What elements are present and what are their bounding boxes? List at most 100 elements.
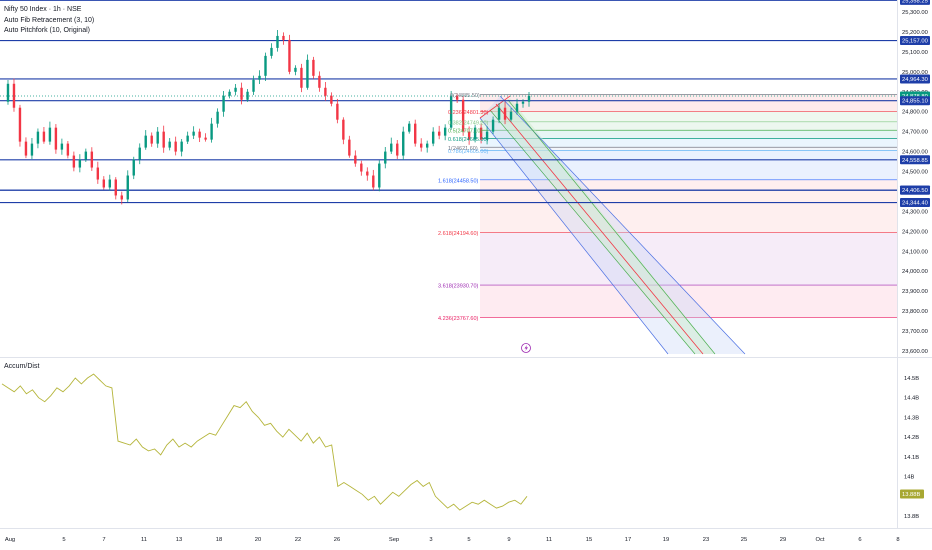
candle-body (336, 103, 339, 120)
candle-body (264, 55, 267, 76)
price-badge (900, 96, 930, 106)
candle-body (455, 95, 459, 100)
indicator-pitchfork-label[interactable]: Auto Pitchfork (10, Original) (4, 27, 90, 34)
candle-body (449, 95, 453, 128)
price-tick: 24,700.00 (902, 130, 928, 136)
candle-body (144, 135, 147, 148)
candle-body (354, 155, 357, 164)
candle-body (396, 143, 399, 156)
time-label: 5 (62, 537, 65, 543)
fib-band (480, 111, 897, 122)
candle-body (162, 131, 165, 148)
candle-body (6, 83, 10, 102)
time-label: 13 (176, 537, 182, 543)
candle-body (126, 175, 129, 200)
fib-label: 2.618(24194.60) (438, 231, 479, 237)
lower-axis[interactable]: 14.5B 14.4B 14.3B 14.2B 14.1B 14B 13.8B 13.88B (900, 376, 924, 520)
candle-body (288, 39, 291, 72)
candle-body (228, 91, 231, 96)
fib-label: 4.236(23767.60) (438, 316, 479, 322)
candle-body (168, 141, 171, 148)
time-label: 25 (741, 537, 747, 543)
candle-body (42, 131, 46, 142)
candle-body (270, 47, 273, 56)
time-label: 11 (141, 537, 147, 543)
price-badge (900, 198, 930, 208)
pitchfork-line (499, 95, 746, 355)
fib-label: 1.618(24458.50) (438, 178, 479, 184)
time-axis[interactable]: Aug 5 7 11 13 18 20 22 26 Sep 3 5 9 11 15 17 19 23 25 29 Oct… (5, 537, 900, 543)
fib-band (480, 130, 897, 139)
fib-label: 0.5(24707.10) (448, 129, 482, 135)
candle-body (150, 135, 153, 144)
candle-body (54, 127, 58, 150)
time-label: 19 (663, 537, 669, 543)
fib-bands[interactable] (480, 94, 897, 318)
fib-band (480, 147, 897, 151)
price-tick: 25,200.00 (902, 30, 928, 36)
fib-band (480, 121, 897, 131)
fib-band (480, 94, 897, 112)
candle-body (294, 67, 297, 72)
candle-body (156, 131, 159, 144)
time-label: 7 (102, 537, 105, 543)
time-label: 8 (896, 537, 899, 543)
lower-tick: 14.1B (904, 455, 919, 461)
candle-body (84, 151, 88, 160)
candle-body (300, 67, 303, 88)
candle-body (216, 111, 219, 124)
price-badge-label: 24,344.40 (902, 201, 928, 207)
candle-body (252, 79, 255, 92)
price-tick: 25,100.00 (902, 50, 928, 56)
time-label: 9 (507, 537, 510, 543)
candle-body (90, 151, 94, 168)
candle-body (515, 103, 519, 112)
pitchfork-line (507, 99, 716, 355)
symbol-title[interactable]: Nifty 50 Index · 1h · NSE (4, 6, 82, 13)
lower-badge-label: 13.88B (902, 492, 921, 498)
price-badge-label: 24,855.10 (902, 99, 928, 105)
accum-dist-title[interactable]: Accum/Dist (4, 363, 40, 370)
fib-band (480, 232, 897, 286)
candle-body (12, 83, 16, 108)
price-tick: 23,900.00 (902, 289, 928, 295)
candle-body (30, 143, 34, 156)
candle-body (96, 167, 100, 180)
horizontal-levels[interactable] (0, 0, 897, 204)
candle-body (527, 95, 531, 102)
candle-body (414, 123, 417, 144)
lower-tick: 14.4B (904, 396, 919, 402)
candle-body (36, 131, 40, 144)
pitchfork[interactable] (479, 95, 746, 355)
candle-body (66, 143, 70, 156)
lightning-icon[interactable] (521, 343, 531, 353)
candles[interactable] (6, 29, 531, 205)
lower-tick: 13.8B (904, 514, 919, 520)
fib-label: 0.618(24665.00) (448, 137, 489, 143)
lower-badge (900, 489, 924, 499)
candle-body (306, 59, 309, 88)
candle-body (24, 141, 28, 156)
fib-label: 0.236(24801.30) (448, 110, 489, 116)
candle-body (360, 163, 363, 172)
candle-body (192, 131, 195, 136)
fib-label: 1(24621.60) (448, 146, 478, 152)
candle-body (138, 147, 141, 160)
candle-body (312, 59, 315, 76)
candle-body (18, 107, 22, 142)
time-label: 18 (216, 537, 222, 543)
price-badge (900, 74, 930, 84)
candle-body (240, 87, 243, 100)
accum-dist-pane[interactable] (1, 373, 528, 511)
price-tick: 24,600.00 (902, 150, 928, 156)
indicator-fib-label[interactable]: Auto Fib Retracement (3, 10) (4, 17, 95, 24)
candle-body (497, 107, 501, 120)
price-axis[interactable]: 25,300.00 25,200.00 25,100.00 25,000.0024,9… (900, 0, 930, 355)
price-badge (900, 155, 930, 165)
candle-body (234, 87, 237, 92)
candle-body (282, 35, 285, 40)
pitchfork-line (489, 109, 696, 355)
price-tick: 24,000.00 (902, 269, 928, 275)
price-badge-label: 25,358.25 (902, 0, 928, 4)
